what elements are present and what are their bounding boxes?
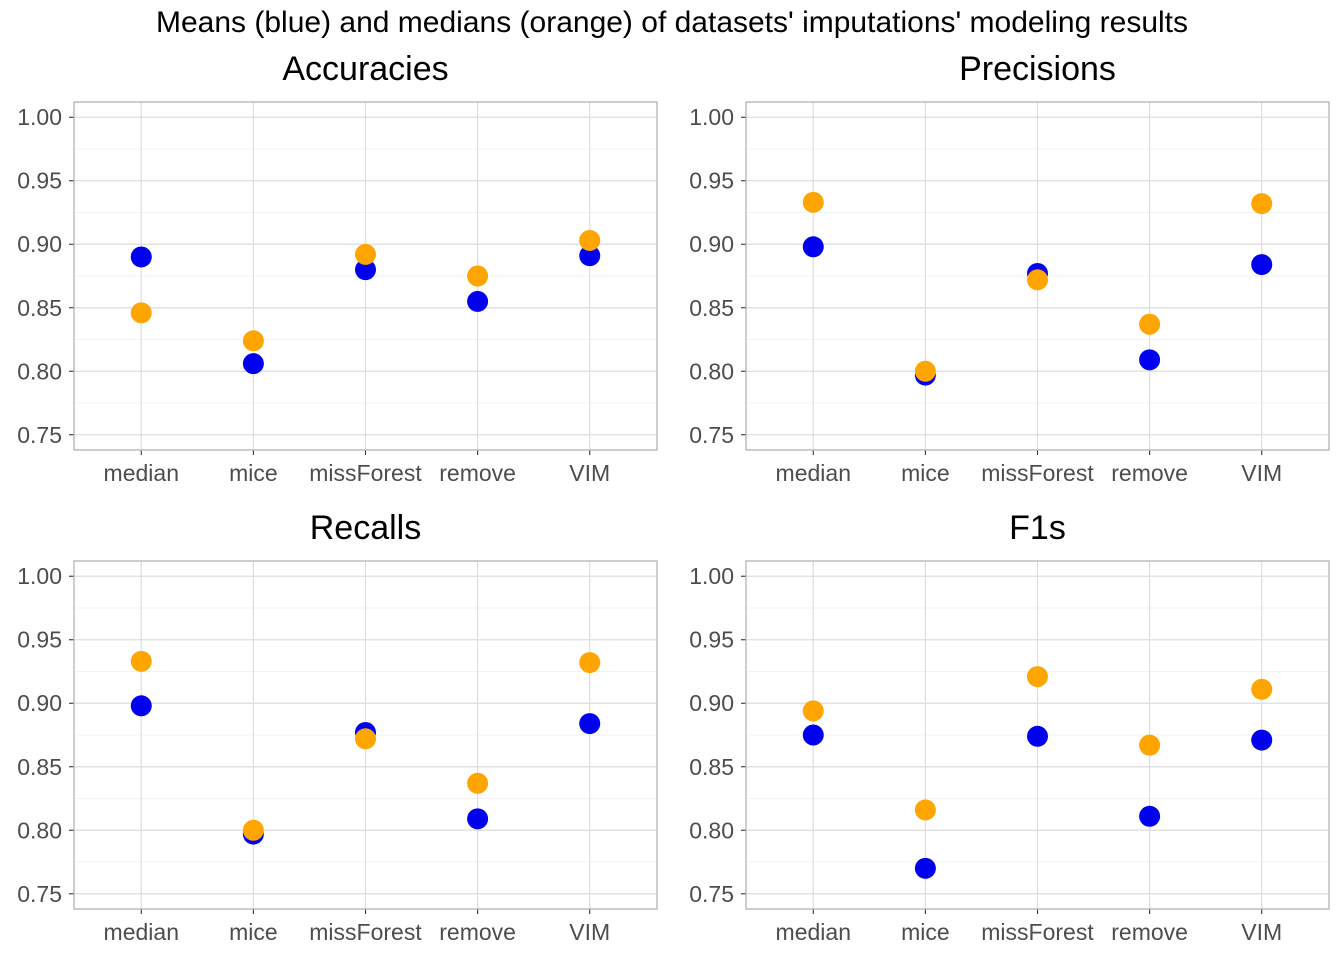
x-tick-label: missForest	[981, 460, 1094, 486]
x-tick-label: VIM	[1241, 460, 1282, 486]
x-tick-label: mice	[229, 919, 278, 945]
y-tick-label: 0.75	[689, 881, 734, 907]
panel-frame	[745, 101, 1330, 451]
median-point-missForest	[1027, 666, 1048, 688]
y-tick-label: 0.75	[689, 422, 734, 448]
y-tick-label: 0.85	[17, 295, 62, 321]
median-point-missForest	[1027, 269, 1048, 291]
panel-4: F1s 0.75 0.80 0.85 0.90 0.95 1.00 median mice mis…	[689, 509, 1330, 945]
panel-1: Accuracies 0.75 0.80 0.85 0.90 0.95 1.00 median…	[17, 50, 658, 486]
median-point-missForest	[355, 243, 376, 265]
y-tick-label: 0.95	[17, 168, 62, 194]
mean-point-median	[802, 236, 824, 258]
median-point-remove	[1139, 734, 1161, 756]
y-tick-label: 1.00	[689, 104, 734, 130]
x-tick-label: remove	[439, 460, 516, 486]
median-point-VIM	[579, 229, 601, 251]
x-tick-label: mice	[901, 919, 950, 945]
median-point-remove	[467, 772, 489, 794]
x-tick-label: median	[776, 460, 851, 486]
y-tick-label: 0.80	[17, 817, 62, 843]
median-point-mice	[242, 819, 264, 841]
mean-point-remove	[1139, 805, 1161, 827]
median-point-median	[802, 700, 824, 722]
mean-point-remove	[1139, 349, 1161, 371]
panel-3: Recalls 0.75 0.80 0.85 0.90 0.95 1.00 median mic…	[17, 509, 658, 945]
y-tick-label: 0.95	[689, 168, 734, 194]
y-tick-label: 0.95	[17, 627, 62, 653]
x-tick-label: remove	[1111, 460, 1188, 486]
mean-point-VIM	[579, 713, 601, 735]
mean-point-median	[130, 695, 152, 717]
x-tick-label: VIM	[569, 460, 610, 486]
y-tick-label: 0.85	[689, 754, 734, 780]
y-tick-label: 1.00	[17, 104, 62, 130]
panel-2: Precisions 0.75 0.80 0.85 0.90 0.95 1.00 median…	[689, 50, 1330, 486]
median-point-mice	[914, 360, 936, 382]
median-point-median	[130, 302, 152, 324]
x-tick-label: mice	[901, 460, 950, 486]
y-tick-label: 0.75	[17, 881, 62, 907]
x-tick-label: remove	[1111, 919, 1188, 945]
figure-title: Means (blue) and medians (orange) of dat…	[156, 6, 1188, 39]
y-tick-label: 0.90	[689, 690, 734, 716]
median-point-mice	[914, 799, 936, 821]
panel-frame	[745, 560, 1330, 910]
y-tick-label: 0.80	[689, 817, 734, 843]
mean-point-median	[802, 724, 824, 746]
mean-point-VIM	[1251, 254, 1273, 276]
mean-point-remove	[467, 808, 489, 830]
panel-title: F1s	[1009, 509, 1066, 547]
median-point-remove	[467, 265, 489, 287]
mean-point-mice	[242, 353, 264, 375]
x-tick-label: mice	[229, 460, 278, 486]
mean-point-VIM	[1251, 729, 1273, 751]
mean-point-missForest	[355, 259, 376, 281]
mean-point-median	[130, 246, 152, 268]
y-tick-label: 0.90	[17, 690, 62, 716]
x-tick-label: missForest	[309, 919, 422, 945]
x-tick-label: VIM	[1241, 919, 1282, 945]
x-tick-label: missForest	[309, 460, 422, 486]
y-tick-label: 1.00	[17, 563, 62, 589]
median-point-remove	[1139, 313, 1161, 335]
mean-point-remove	[467, 290, 489, 312]
panels-container: Accuracies 0.75 0.80 0.85 0.90 0.95 1.00 median…	[17, 50, 1330, 945]
median-point-VIM	[1251, 678, 1273, 700]
median-point-mice	[242, 330, 264, 352]
x-tick-label: remove	[439, 919, 516, 945]
x-tick-label: missForest	[981, 919, 1094, 945]
mean-point-VIM	[579, 245, 601, 267]
y-tick-label: 0.90	[689, 231, 734, 257]
y-tick-label: 0.90	[17, 231, 62, 257]
y-tick-label: 0.95	[689, 627, 734, 653]
x-tick-label: median	[104, 919, 179, 945]
y-tick-label: 0.85	[689, 295, 734, 321]
y-tick-label: 0.80	[689, 358, 734, 384]
x-tick-label: median	[776, 919, 851, 945]
mean-point-missForest	[1027, 725, 1048, 747]
y-tick-label: 0.75	[17, 422, 62, 448]
median-point-VIM	[579, 652, 601, 674]
panel-frame	[73, 101, 658, 451]
y-tick-label: 0.85	[17, 754, 62, 780]
panel-title: Precisions	[959, 50, 1116, 88]
y-tick-label: 1.00	[689, 563, 734, 589]
median-point-median	[130, 650, 152, 672]
mean-point-mice	[914, 857, 936, 879]
panel-title: Accuracies	[282, 50, 448, 88]
median-point-missForest	[355, 728, 376, 750]
panel-title: Recalls	[310, 509, 421, 547]
panel-frame	[73, 560, 658, 910]
x-tick-label: VIM	[569, 919, 610, 945]
median-point-VIM	[1251, 193, 1273, 215]
median-point-median	[802, 191, 824, 213]
y-tick-label: 0.80	[17, 358, 62, 384]
x-tick-label: median	[104, 460, 179, 486]
